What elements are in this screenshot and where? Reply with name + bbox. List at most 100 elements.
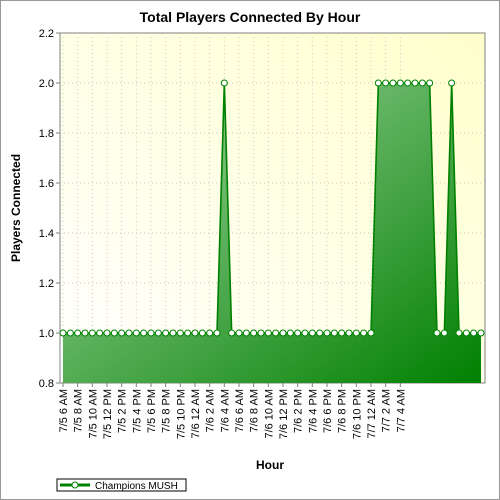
data-point	[308, 329, 316, 337]
data-point	[382, 79, 390, 87]
y-tick-label: 2.2	[39, 28, 54, 40]
data-point	[426, 79, 434, 87]
data-point	[81, 329, 89, 337]
data-point	[367, 329, 375, 337]
x-tick-label: 7/6 4 AM	[219, 389, 231, 432]
data-point	[440, 329, 448, 337]
data-point	[389, 79, 397, 87]
data-point	[301, 329, 309, 337]
data-point	[59, 329, 67, 337]
data-point	[154, 329, 162, 337]
x-tick-label: 7/7 2 AM	[381, 389, 393, 432]
data-point	[206, 329, 214, 337]
data-point	[316, 329, 324, 337]
data-point	[110, 329, 118, 337]
data-point	[132, 329, 140, 337]
series-area-layer	[63, 82, 481, 383]
data-point	[140, 329, 148, 337]
data-point	[448, 79, 456, 87]
y-axis: 0.8 1.0 1.2 1.4 1.6 1.8 2.0 2.2	[39, 28, 60, 390]
data-point	[279, 329, 287, 337]
y-tick-label: 1.8	[39, 128, 54, 140]
x-tick-label: 7/6 8 PM	[337, 389, 349, 433]
x-tick-label: 7/6 6 PM	[322, 389, 334, 433]
data-point	[352, 329, 360, 337]
data-point	[88, 329, 96, 337]
data-point	[330, 329, 338, 337]
x-axis-title: Hour	[256, 458, 284, 472]
data-point	[184, 329, 192, 337]
series-line	[63, 82, 481, 334]
x-tick-label: 7/6 6 AM	[234, 389, 246, 432]
chart-title: Total Players Connected By Hour	[140, 9, 361, 25]
x-tick-label: 7/5 10 PM	[175, 389, 187, 439]
data-point	[286, 329, 294, 337]
data-point	[294, 329, 302, 337]
legend-label: Champions MUSH	[95, 481, 178, 492]
y-tick-label: 1.6	[39, 178, 54, 190]
x-tick-label: 7/5 4 PM	[131, 389, 143, 433]
y-tick-label: 1.2	[39, 278, 54, 290]
data-point	[396, 79, 404, 87]
x-axis: 7/5 6 AM 7/5 8 AM 7/5 10 AM 7/5 12 PM 7/5 2 …	[58, 383, 407, 439]
data-point	[462, 329, 470, 337]
data-point	[118, 329, 126, 337]
y-tick-label: 0.8	[39, 378, 54, 390]
data-point	[191, 329, 199, 337]
data-point	[345, 329, 353, 337]
legend-box	[56, 478, 187, 492]
y-tick-label: 1.4	[39, 228, 54, 240]
data-point	[374, 79, 382, 87]
x-tick-label: 7/6 12 PM	[278, 389, 290, 439]
x-tick-label: 7/5 10 AM	[87, 389, 99, 439]
data-point	[66, 329, 74, 337]
data-point	[235, 329, 243, 337]
x-tick-label: 7/7 4 AM	[395, 389, 407, 432]
data-point	[411, 79, 419, 87]
data-point	[477, 329, 485, 337]
data-point	[147, 329, 155, 337]
x-tick-label: 7/6 8 AM	[249, 389, 261, 432]
y-tick-label: 2.0	[39, 78, 54, 90]
data-point	[264, 329, 272, 337]
data-point	[198, 329, 206, 337]
data-point	[96, 329, 104, 337]
x-tick-label: 7/5 6 PM	[146, 389, 158, 433]
data-point	[169, 329, 177, 337]
data-point	[272, 329, 280, 337]
data-point	[176, 329, 184, 337]
data-point	[338, 329, 346, 337]
data-point	[220, 79, 228, 87]
data-point	[103, 329, 111, 337]
data-point	[228, 329, 236, 337]
data-point	[242, 329, 250, 337]
y-tick-label: 1.0	[39, 328, 54, 340]
x-tick-label: 7/7 12 AM	[366, 389, 378, 439]
data-point	[125, 329, 133, 337]
data-point	[74, 329, 82, 337]
legend-swatch-marker	[71, 481, 79, 489]
x-tick-label: 7/6 10 AM	[263, 389, 275, 439]
data-point	[433, 329, 441, 337]
x-tick-label: 7/5 12 PM	[102, 389, 114, 439]
series-points-layer	[59, 79, 485, 337]
x-tick-label: 7/5 2 PM	[117, 389, 129, 433]
data-point	[404, 79, 412, 87]
legend: Champions MUSH	[56, 478, 187, 492]
x-tick-label: 7/6 12 AM	[190, 389, 202, 439]
data-point	[418, 79, 426, 87]
x-tick-label: 7/6 10 PM	[351, 389, 363, 439]
x-tick-label: 7/5 8 PM	[161, 389, 173, 433]
x-tick-label: 7/6 2 PM	[293, 389, 305, 433]
x-tick-label: 7/5 8 AM	[73, 389, 85, 432]
data-point	[323, 329, 331, 337]
x-tick-label: 7/6 4 PM	[307, 389, 319, 433]
data-point	[213, 329, 221, 337]
y-axis-title: Players Connected	[9, 154, 23, 262]
data-point	[250, 329, 258, 337]
data-point	[162, 329, 170, 337]
data-point	[257, 329, 265, 337]
x-tick-label: 7/6 2 AM	[205, 389, 217, 432]
x-tick-label: 7/5 6 AM	[58, 389, 70, 432]
